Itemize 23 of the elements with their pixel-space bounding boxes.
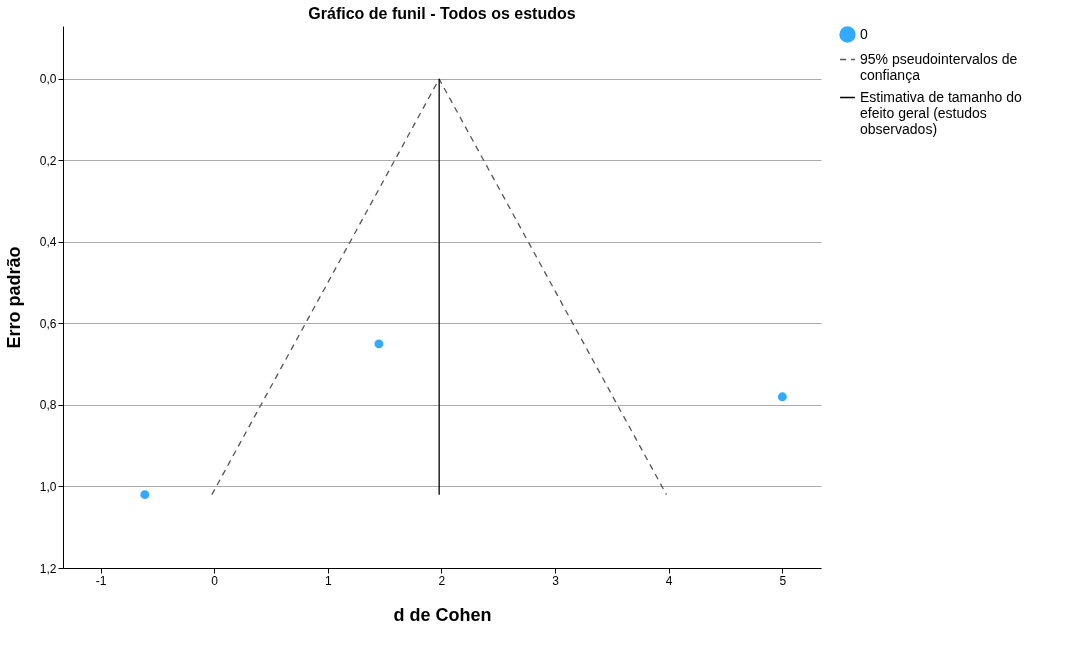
legend-label: 95% pseudointervalos de confiança	[860, 50, 1018, 83]
x-tick-label: 3	[552, 573, 560, 588]
x-tick-label: -1	[95, 573, 107, 588]
point	[777, 392, 787, 402]
x-tick-label: 1	[324, 573, 332, 588]
point	[140, 490, 150, 500]
legend-label: Estimativa de tamanho do efeito geral (estudos observados)	[860, 88, 1023, 137]
y-tick-label: 1,2	[39, 561, 57, 576]
y-tick-label: 0,6	[39, 316, 57, 331]
y-tick-label: 0,8	[39, 398, 57, 413]
x-tick-label: 0	[211, 573, 219, 588]
y-tick-label: 1,0	[39, 480, 57, 494]
y-tick-label: 0,2	[39, 153, 57, 168]
x-tick-label: 2	[438, 573, 446, 588]
legend-label: 0	[860, 25, 868, 42]
x-tick-label: 4	[665, 573, 673, 588]
x-axis-title: d de Cohen	[393, 604, 492, 625]
x-tick-label: 5	[779, 573, 787, 588]
y-tick-label: 0,0	[39, 72, 57, 87]
y-tick-label: 0,4	[39, 235, 57, 250]
chart-title: Gráfico de funil - Todos os estudos	[308, 5, 576, 22]
point	[374, 339, 384, 349]
y-axis-title: Erro padrão	[3, 246, 24, 349]
